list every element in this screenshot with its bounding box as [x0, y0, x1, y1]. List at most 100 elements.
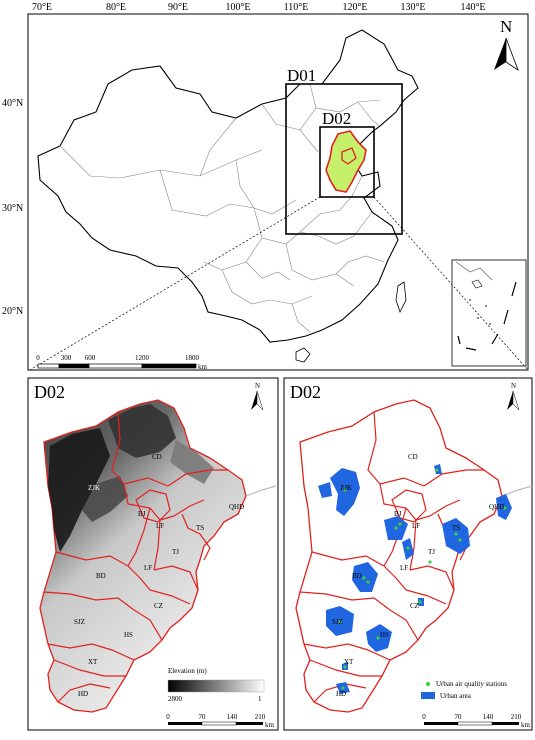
top-scale-bar: 0 300 600 1200 1800 km	[36, 354, 207, 371]
scale-unit: km	[521, 721, 531, 729]
city-label: LF	[156, 522, 164, 530]
scale-unit: km	[265, 721, 275, 729]
hainan-island	[295, 347, 311, 363]
city-label: CD	[152, 453, 162, 461]
d02-label: D02	[322, 109, 351, 128]
city-label: LF	[144, 564, 152, 572]
air-quality-stations	[338, 468, 507, 690]
city-label: TJ	[428, 548, 435, 556]
lon-label: 80°E	[106, 2, 126, 13]
city-label: ZJK	[88, 484, 100, 492]
elevation-legend: Elevation (m) 2800 1	[167, 667, 265, 703]
lat-label: 30°N	[2, 203, 23, 214]
city-label: BJ	[138, 510, 146, 518]
scale-tick: 0	[422, 713, 426, 721]
left-north-label: N	[255, 382, 260, 390]
city-label: QHD	[229, 503, 244, 511]
station-legend-symbol	[426, 682, 430, 686]
city-label: HS	[124, 631, 133, 639]
city-label: LF	[412, 522, 420, 530]
city-label: ZJK	[340, 484, 352, 492]
city-label: SJZ	[332, 618, 343, 626]
city-label: SJZ	[74, 618, 85, 626]
connector-line-right	[373, 196, 529, 371]
top-map-panel: 70°E 80°E 90°E 100°E 110°E 120°E 130°E 1…	[2, 2, 529, 371]
left-municipal-boundaries	[43, 411, 228, 703]
scale-tick: 140	[483, 713, 494, 721]
lon-labels: 70°E 80°E 90°E 100°E 110°E 120°E 130°E 1…	[32, 2, 486, 13]
elevation-legend-title: Elevation (m)	[168, 667, 207, 675]
left-scale-bar: 0 70 140 210 km	[166, 713, 274, 729]
left-coastline	[245, 485, 277, 497]
city-label: BJ	[394, 510, 402, 518]
north-arrow-icon: N	[494, 17, 519, 72]
lat-label: 20°N	[2, 306, 23, 317]
city-label: HD	[78, 690, 88, 698]
scale-tick: 300	[61, 354, 72, 362]
scale-tick: 210	[511, 713, 522, 721]
right-coastline	[501, 485, 533, 497]
city-label: BD	[352, 572, 362, 580]
left-panel-title: D02	[34, 382, 65, 402]
mountain-shading	[48, 404, 214, 552]
scale-tick: 1800	[185, 354, 200, 362]
urban-legend-symbol	[421, 692, 435, 699]
taiwan-island	[395, 281, 407, 314]
right-panel-title: D02	[290, 382, 321, 402]
d01-label: D01	[287, 66, 316, 85]
left-city-labels: ZJK CD QHD BJ LF TS TJ BD LF CZ SJZ HS X…	[74, 453, 244, 698]
scale-tick: 600	[85, 354, 96, 362]
scale-tick: 70	[199, 713, 207, 721]
city-label: TS	[196, 524, 204, 532]
city-label: XT	[344, 658, 354, 666]
city-label: CZ	[410, 602, 419, 610]
elevation-color-ramp	[167, 679, 265, 693]
lon-label: 110°E	[284, 2, 309, 13]
left-panel-elevation: D02 N	[27, 377, 279, 731]
jingjinji-region	[325, 130, 367, 193]
lon-label: 70°E	[32, 2, 52, 13]
d01-box	[285, 83, 403, 235]
city-label: HD	[336, 690, 346, 698]
china-outline	[37, 29, 419, 343]
left-north-arrow-icon: N	[251, 382, 264, 411]
lon-label: 100°E	[225, 2, 250, 13]
urban-legend-label: Urban area	[440, 692, 472, 700]
urban-legend: Urban air quality stations Urban area	[421, 680, 507, 700]
scale-tick: 210	[255, 713, 266, 721]
scale-tick: 1200	[135, 354, 150, 362]
lon-label: 120°E	[342, 2, 367, 13]
right-panel-urban: D02 N	[283, 377, 533, 731]
lat-labels: 40°N 30°N 20°N	[2, 98, 23, 317]
lon-label: 130°E	[400, 2, 425, 13]
right-city-labels: CD ZJK QHD BJ LF TS TJ BD LF CZ SJZ HS X…	[332, 453, 504, 698]
connector-line-left	[29, 196, 321, 371]
city-label: CD	[408, 453, 418, 461]
right-north-arrow-icon: N	[507, 382, 520, 411]
elevation-max-label: 2800	[168, 695, 183, 703]
city-label: XT	[88, 658, 98, 666]
elevation-min-label: 1	[258, 695, 262, 703]
station-legend-label: Urban air quality stations	[436, 680, 507, 688]
scale-tick: 0	[166, 713, 170, 721]
city-label: TJ	[172, 548, 179, 556]
north-label: N	[500, 17, 512, 36]
lon-label: 140°E	[460, 2, 485, 13]
right-north-label: N	[511, 382, 516, 390]
south-china-sea-inset	[451, 259, 527, 367]
scale-tick: 70	[455, 713, 463, 721]
beijing-region	[341, 147, 357, 165]
lat-label: 40°N	[2, 98, 23, 109]
scale-tick: 0	[36, 354, 40, 362]
lon-label: 90°E	[168, 2, 188, 13]
scale-unit: km	[198, 363, 208, 371]
scale-tick: 140	[227, 713, 238, 721]
city-label: HS	[380, 631, 389, 639]
city-label: QHD	[489, 503, 504, 511]
right-scale-bar: 0 70 140 210 km	[422, 713, 530, 729]
city-label: LF	[400, 564, 408, 572]
d02-box	[319, 126, 375, 198]
city-label: CZ	[154, 602, 163, 610]
city-label: BD	[96, 572, 106, 580]
